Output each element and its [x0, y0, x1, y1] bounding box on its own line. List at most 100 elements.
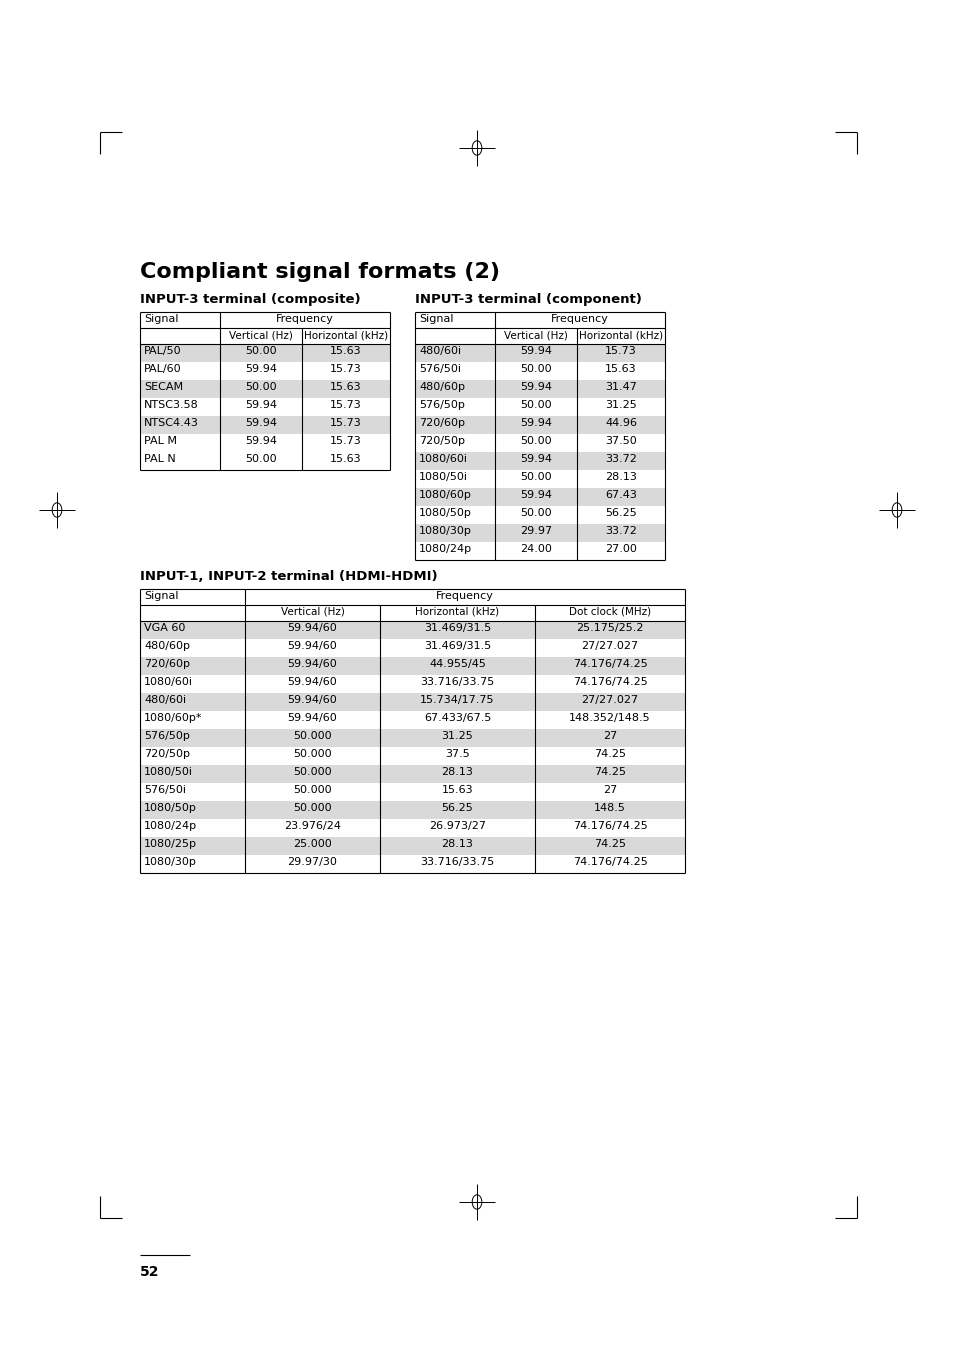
Bar — [415, 312, 664, 328]
Bar — [415, 328, 664, 344]
Text: 1080/24p: 1080/24p — [418, 544, 472, 554]
Text: NTSC4.43: NTSC4.43 — [144, 418, 198, 428]
Text: 15.73: 15.73 — [330, 400, 361, 410]
Bar — [140, 312, 390, 328]
Text: 1080/60p*: 1080/60p* — [144, 713, 202, 724]
Text: 31.469/31.5: 31.469/31.5 — [423, 622, 491, 633]
Text: PAL/50: PAL/50 — [144, 346, 181, 356]
Text: 15.63: 15.63 — [330, 382, 361, 391]
Text: 74.25: 74.25 — [594, 749, 625, 759]
Text: 33.716/33.75: 33.716/33.75 — [420, 857, 494, 867]
Text: 15.73: 15.73 — [330, 436, 361, 446]
Text: 1080/50i: 1080/50i — [144, 767, 193, 778]
Text: 576/50p: 576/50p — [418, 400, 464, 410]
Text: 15.63: 15.63 — [330, 346, 361, 356]
Bar — [140, 362, 390, 379]
Text: 50.00: 50.00 — [245, 454, 276, 464]
Text: 1080/50p: 1080/50p — [418, 508, 472, 518]
Text: 33.72: 33.72 — [604, 526, 637, 536]
Text: 480/60p: 480/60p — [418, 382, 464, 391]
Bar — [140, 379, 390, 398]
Text: 1080/24p: 1080/24p — [144, 821, 197, 832]
Text: 15.73: 15.73 — [330, 364, 361, 374]
Text: 50.000: 50.000 — [293, 730, 332, 741]
Text: Horizontal (kHz): Horizontal (kHz) — [415, 608, 499, 617]
Bar — [140, 729, 684, 747]
Text: PAL N: PAL N — [144, 454, 175, 464]
Bar — [140, 589, 684, 605]
Text: INPUT-1, INPUT-2 terminal (HDMI-HDMI): INPUT-1, INPUT-2 terminal (HDMI-HDMI) — [140, 570, 437, 583]
Text: 576/50i: 576/50i — [144, 784, 186, 795]
Text: 720/60p: 720/60p — [144, 659, 190, 670]
Text: INPUT-3 terminal (component): INPUT-3 terminal (component) — [415, 293, 641, 306]
Text: 59.94/60: 59.94/60 — [287, 676, 337, 687]
Text: 29.97: 29.97 — [519, 526, 552, 536]
Text: 480/60p: 480/60p — [144, 641, 190, 651]
Text: INPUT-3 terminal (composite): INPUT-3 terminal (composite) — [140, 293, 360, 306]
Text: 1080/60i: 1080/60i — [418, 454, 468, 464]
Text: 1080/50p: 1080/50p — [144, 803, 196, 813]
Text: 31.25: 31.25 — [604, 400, 637, 410]
Text: 15.63: 15.63 — [330, 454, 361, 464]
Text: Signal: Signal — [144, 591, 178, 601]
Text: Compliant signal formats (2): Compliant signal formats (2) — [140, 262, 499, 282]
Text: 37.5: 37.5 — [445, 749, 470, 759]
Text: 56.25: 56.25 — [441, 803, 473, 813]
Text: 50.00: 50.00 — [519, 364, 551, 374]
Text: 52: 52 — [140, 1265, 159, 1278]
Text: 74.176/74.25: 74.176/74.25 — [572, 821, 647, 832]
Text: Dot clock (MHz): Dot clock (MHz) — [568, 608, 650, 617]
Text: 67.43: 67.43 — [604, 490, 637, 500]
Text: 74.25: 74.25 — [594, 838, 625, 849]
Bar — [415, 506, 664, 524]
Text: Frequency: Frequency — [436, 591, 494, 601]
Bar — [140, 855, 684, 873]
Text: 31.47: 31.47 — [604, 382, 637, 391]
Text: 28.13: 28.13 — [441, 838, 473, 849]
Text: 59.94/60: 59.94/60 — [287, 641, 337, 651]
Text: VGA 60: VGA 60 — [144, 622, 185, 633]
Text: 15.734/17.75: 15.734/17.75 — [420, 695, 495, 705]
Text: PAL M: PAL M — [144, 436, 177, 446]
Text: Vertical (Hz): Vertical (Hz) — [280, 608, 344, 617]
Bar — [415, 344, 664, 362]
Bar — [140, 747, 684, 765]
Bar — [140, 819, 684, 837]
Text: Horizontal (kHz): Horizontal (kHz) — [304, 329, 388, 340]
Bar — [140, 639, 684, 657]
Text: 27: 27 — [602, 730, 617, 741]
Bar — [140, 711, 684, 729]
Bar — [140, 783, 684, 801]
Bar — [140, 452, 390, 470]
Text: 25.175/25.2: 25.175/25.2 — [576, 622, 643, 633]
Text: 59.94: 59.94 — [519, 346, 552, 356]
Text: 50.000: 50.000 — [293, 784, 332, 795]
Text: 56.25: 56.25 — [604, 508, 637, 518]
Bar — [140, 657, 684, 675]
Text: Vertical (Hz): Vertical (Hz) — [503, 329, 567, 340]
Text: 50.000: 50.000 — [293, 749, 332, 759]
Text: 50.000: 50.000 — [293, 803, 332, 813]
Text: 59.94: 59.94 — [245, 400, 276, 410]
Bar — [140, 765, 684, 783]
Bar — [140, 675, 684, 693]
Bar — [415, 433, 664, 452]
Bar — [140, 837, 684, 855]
Text: 74.176/74.25: 74.176/74.25 — [572, 676, 647, 687]
Bar — [415, 416, 664, 433]
Text: 25.000: 25.000 — [293, 838, 332, 849]
Text: 148.5: 148.5 — [594, 803, 625, 813]
Text: 720/50p: 720/50p — [144, 749, 190, 759]
Text: 1080/30p: 1080/30p — [418, 526, 472, 536]
Bar — [140, 621, 684, 639]
Text: 67.433/67.5: 67.433/67.5 — [423, 713, 491, 724]
Bar — [140, 416, 390, 433]
Text: 1080/30p: 1080/30p — [144, 857, 196, 867]
Text: Signal: Signal — [144, 315, 178, 324]
Bar — [140, 801, 684, 819]
Text: 15.73: 15.73 — [604, 346, 637, 356]
Text: 29.97/30: 29.97/30 — [287, 857, 337, 867]
Text: 480/60i: 480/60i — [418, 346, 460, 356]
Bar — [140, 433, 390, 452]
Text: 15.73: 15.73 — [330, 418, 361, 428]
